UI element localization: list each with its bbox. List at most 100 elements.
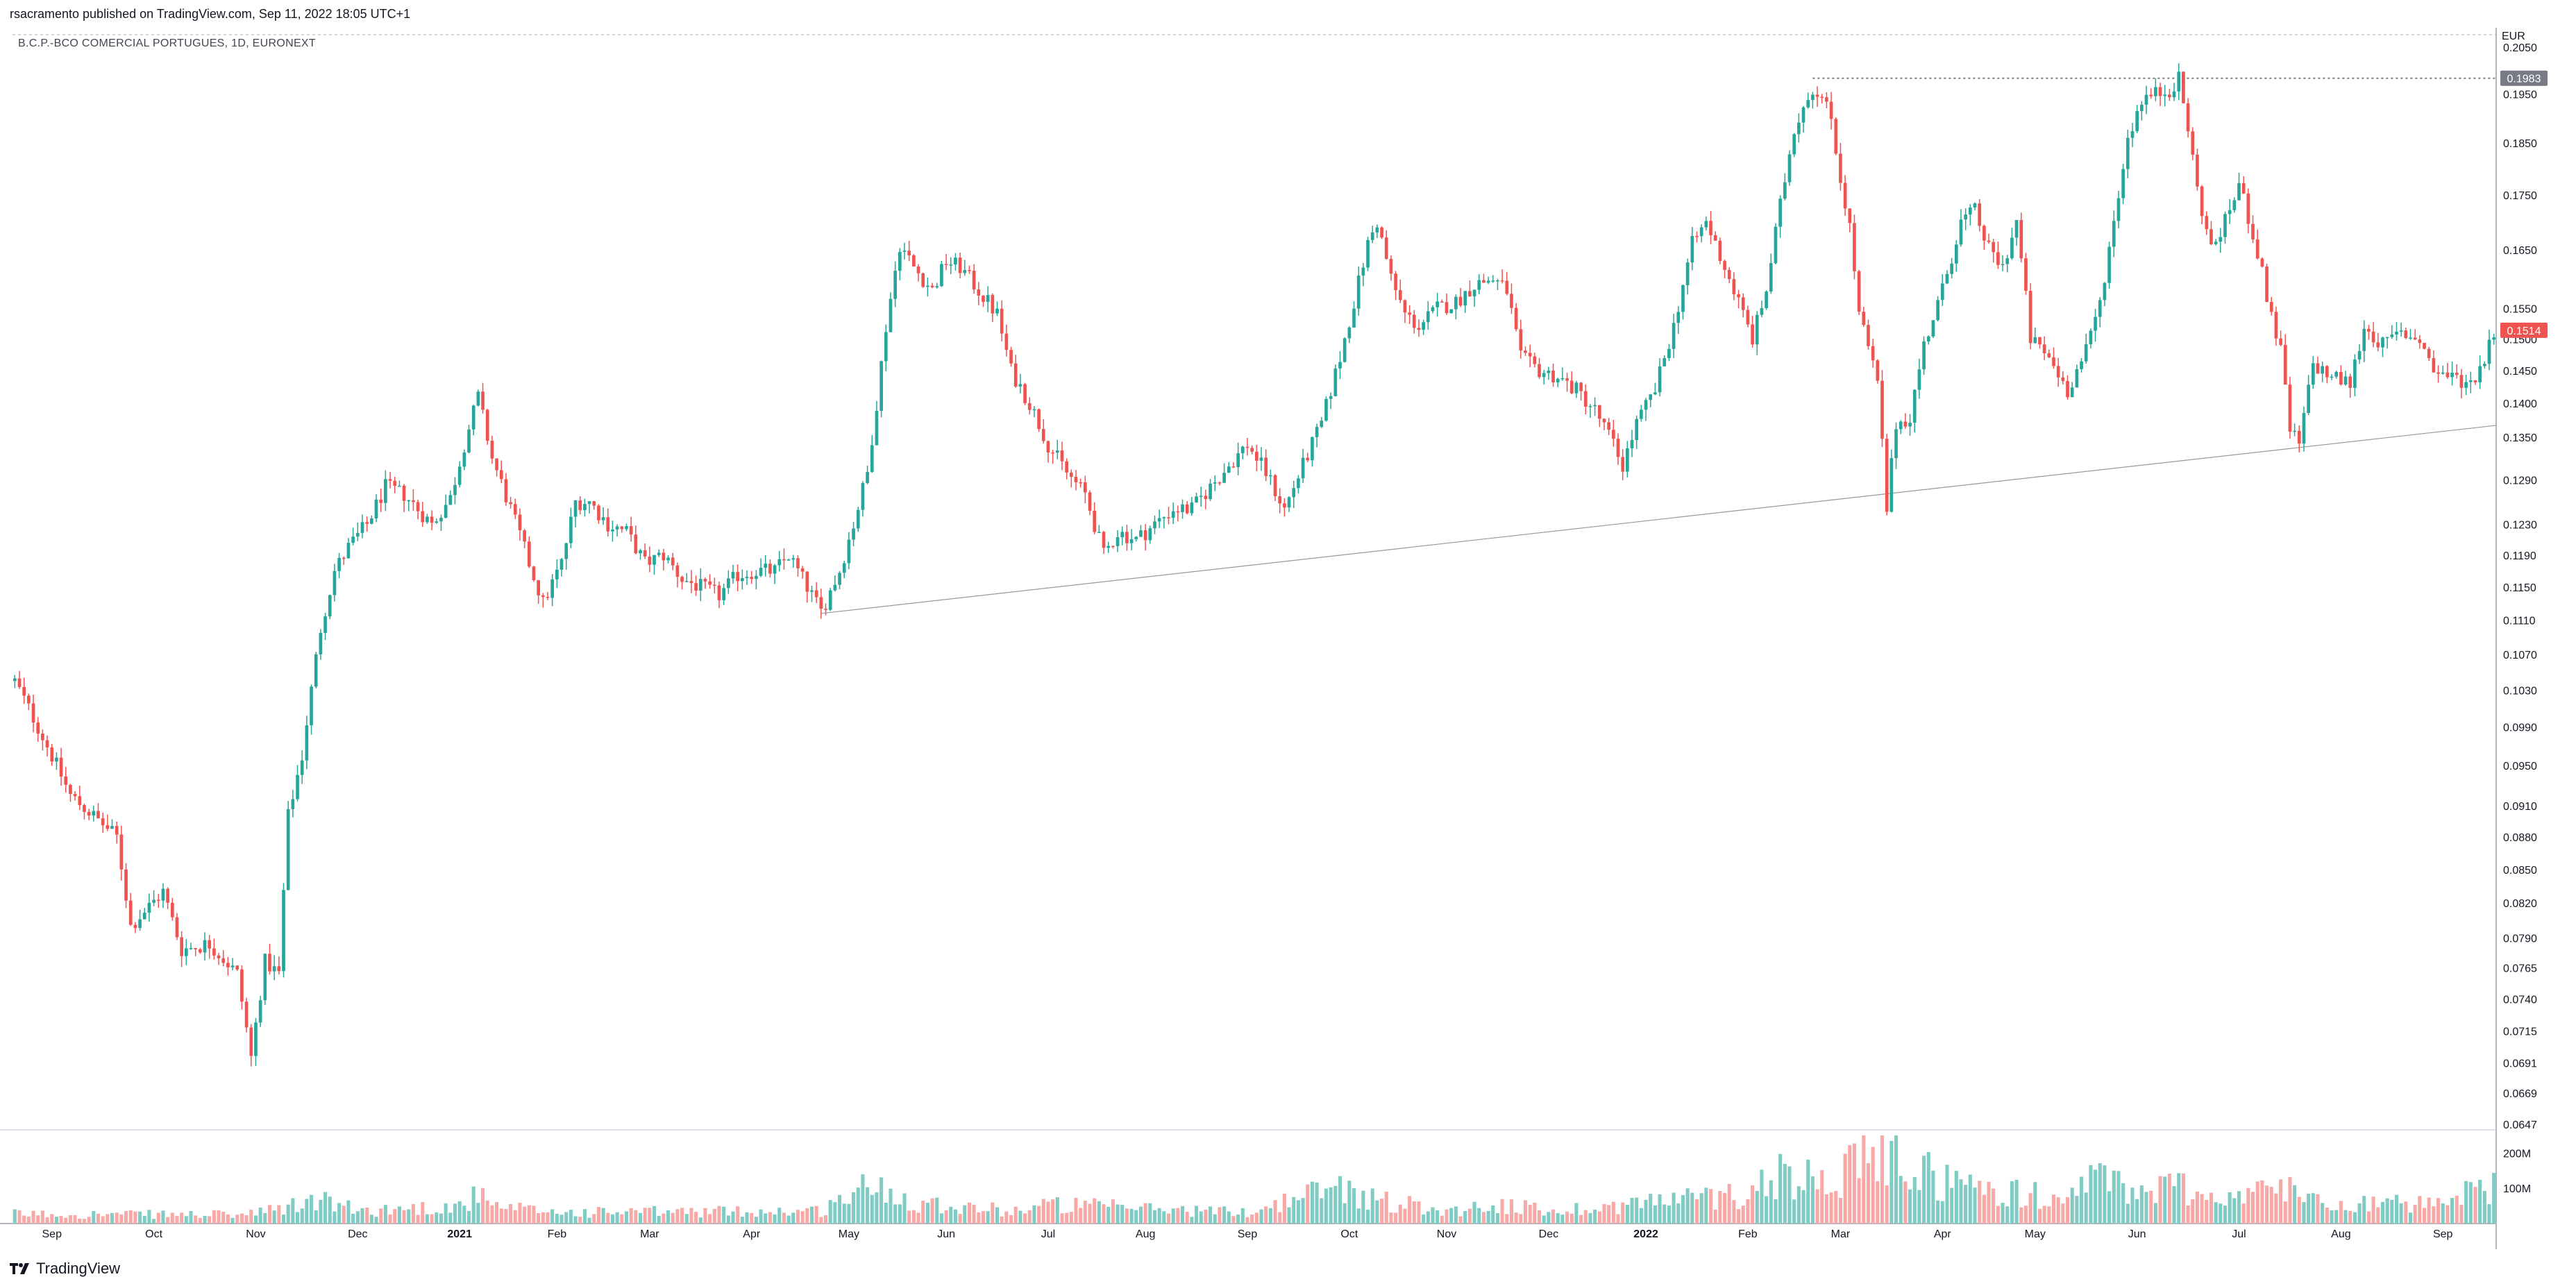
candle-body: [2311, 363, 2315, 385]
volume-bar: [1917, 1190, 1921, 1224]
volume-bar: [1639, 1208, 1643, 1224]
candle-body: [2047, 353, 2051, 357]
candle-body: [1778, 198, 1782, 227]
time-axis[interactable]: Sep Oct Nov Dec 2021 Feb Mar Apr May Jun Jul Aug Sep…: [42, 1228, 2453, 1240]
candle-body: [1384, 237, 1388, 259]
candle-body: [2482, 364, 2486, 366]
volume-bar: [40, 1210, 44, 1224]
candle-body: [1723, 261, 1726, 270]
volume-bar: [2144, 1192, 2148, 1224]
volume-bar: [2468, 1182, 2473, 1224]
volume-bar: [698, 1217, 702, 1224]
volume-bar: [1278, 1212, 1282, 1224]
volume-bar: [1621, 1202, 1625, 1224]
volume-bar: [1013, 1206, 1018, 1224]
candle-body: [1560, 378, 1565, 380]
candle-body: [1278, 496, 1282, 504]
candle-body: [1936, 300, 1939, 321]
volume-bar: [2209, 1192, 2214, 1224]
candle-body: [2246, 193, 2250, 224]
volume-bar: [2455, 1195, 2459, 1224]
candle-body: [323, 616, 327, 633]
time-tick-label: Feb: [1738, 1228, 1758, 1240]
candle-body: [921, 273, 925, 287]
volume-bar: [786, 1215, 791, 1224]
volume-bar: [712, 1208, 716, 1224]
candle-body: [1811, 94, 1815, 101]
volume-bar: [68, 1215, 72, 1224]
price-tick-label: 0.0647: [2503, 1119, 2537, 1131]
candle-body: [689, 581, 693, 584]
candle-body: [1797, 122, 1801, 135]
tradingview-logo-icon: [10, 1263, 29, 1274]
candle-body: [2135, 111, 2139, 132]
volume-bar: [791, 1212, 795, 1224]
volume-bar: [1347, 1181, 1352, 1224]
candle-body: [1839, 153, 1842, 183]
volume-bar: [1259, 1209, 1263, 1224]
volume-bar: [1658, 1194, 1662, 1224]
volume-bar: [1254, 1212, 1258, 1224]
volume-bar: [1569, 1213, 1574, 1224]
volume-bar: [1908, 1189, 1912, 1224]
volume-bar: [1166, 1213, 1171, 1224]
candle-body: [31, 703, 35, 723]
volume-bar: [601, 1208, 605, 1224]
volume-bar: [754, 1217, 758, 1224]
candle-body: [1787, 154, 1792, 183]
volume-bar: [110, 1212, 115, 1224]
candle-body: [1940, 283, 1944, 301]
volume-bar: [1148, 1203, 1152, 1224]
candle-body: [2019, 220, 2023, 259]
candle-body: [2098, 300, 2102, 317]
volume-bar: [1180, 1205, 1185, 1224]
volume-bar: [1079, 1208, 1083, 1224]
volume-bar: [2200, 1194, 2204, 1224]
volume-bar: [430, 1214, 434, 1224]
candle-body: [1153, 521, 1156, 529]
volume-bar: [1333, 1185, 1338, 1224]
volume-bar: [128, 1210, 133, 1224]
price-axis[interactable]: EUR 0.2050 0.1950 0.1850 0.1750 0.1650 0.1550…: [2502, 31, 2537, 1195]
candle-body: [968, 270, 971, 271]
candle-body: [124, 869, 128, 901]
candle-body: [1311, 437, 1314, 461]
volume-bar: [1903, 1181, 1908, 1224]
volume-bar: [809, 1206, 814, 1224]
volume-bar: [1625, 1205, 1629, 1224]
candle-body: [1917, 369, 1921, 390]
candle-body: [764, 564, 768, 568]
volume-bar: [2135, 1199, 2139, 1224]
candle-body: [337, 557, 341, 571]
volume-bar: [1843, 1153, 1847, 1224]
candle-body: [1792, 134, 1796, 155]
candle-body: [319, 632, 323, 654]
candle-body: [1125, 532, 1129, 543]
candle-body: [1973, 203, 1977, 208]
volume-bar: [921, 1201, 925, 1224]
candle-body: [2316, 363, 2320, 374]
candle-body: [1009, 350, 1013, 364]
volume-bar: [814, 1205, 818, 1224]
candle-body: [1185, 504, 1189, 514]
candle-body: [370, 518, 373, 524]
candle-body: [1978, 203, 1982, 226]
volume-bar: [189, 1210, 193, 1224]
volume-bar: [1583, 1210, 1588, 1224]
candle-body: [180, 937, 183, 956]
volume-bar: [1083, 1201, 1087, 1224]
price-tick-label: 0.1150: [2503, 582, 2536, 594]
volume-bar: [1560, 1215, 1565, 1224]
candle-body: [1167, 517, 1170, 518]
volume-bar: [911, 1210, 916, 1224]
candle-body: [1987, 240, 1991, 242]
candle-body: [986, 295, 990, 302]
candle-body: [384, 479, 387, 503]
candle-body: [300, 760, 304, 775]
volume-bar: [1500, 1199, 1504, 1224]
candle-body: [78, 796, 82, 805]
candle-body: [1876, 360, 1880, 381]
volume-bar: [351, 1213, 355, 1224]
candle-body: [2321, 366, 2325, 374]
